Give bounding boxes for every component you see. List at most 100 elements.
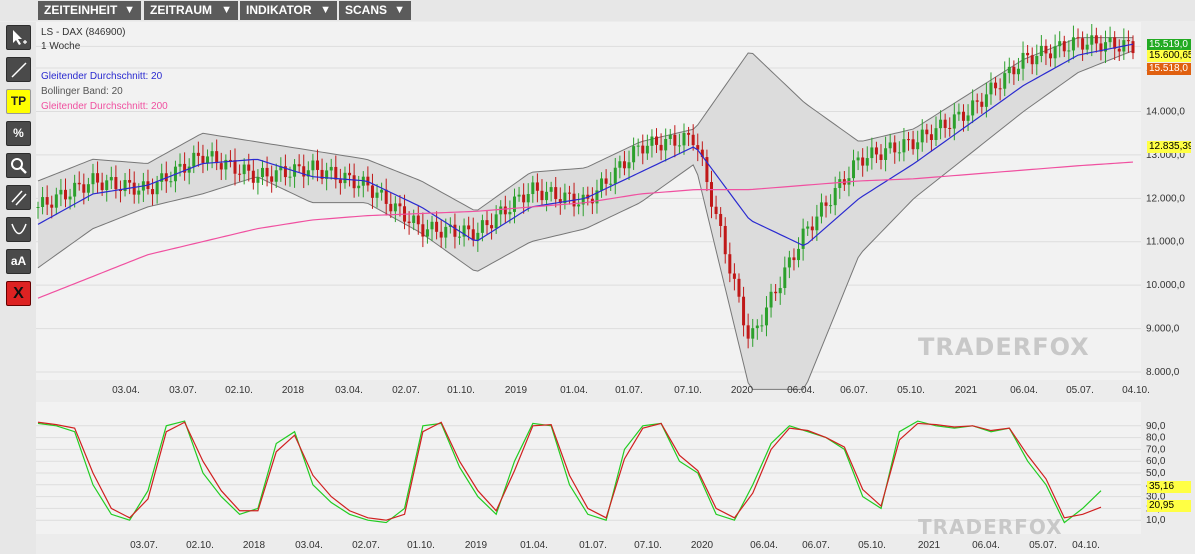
- candle-body: [797, 248, 801, 261]
- candle-body: [444, 226, 448, 238]
- candle-body: [1012, 66, 1016, 75]
- osc-tag-slow: 20,95: [1147, 500, 1191, 512]
- oscillator-time-axis: 03.07. 02.10. 2018 03.04. 02.07. 01.10. 2019 01…: [130, 540, 1100, 551]
- candle-body: [558, 199, 562, 204]
- candle-body: [82, 184, 86, 193]
- menu-label: ZEITEINHEIT: [44, 3, 118, 17]
- price-tick-label: 12.000,0: [1146, 193, 1185, 204]
- chevron-down-icon: ▼: [394, 4, 405, 16]
- trendline-tool-button[interactable]: [6, 57, 31, 82]
- candle-body: [370, 185, 374, 198]
- candle-body: [1067, 50, 1071, 52]
- candle-body: [105, 180, 109, 191]
- candle-body: [435, 221, 439, 232]
- price-tag-current: 15.600,65: [1147, 50, 1191, 62]
- candle-body: [549, 187, 553, 192]
- candle-body: [600, 178, 604, 191]
- indicator-lines: [37, 43, 1134, 299]
- osc-slow-line: [37, 421, 1102, 521]
- candle-body: [563, 192, 567, 204]
- menu-zeiteinheit[interactable]: ZEITEINHEIT ▼: [38, 1, 141, 20]
- candle-body: [398, 203, 402, 207]
- text-tool-button[interactable]: aA: [6, 249, 31, 274]
- candle-body: [274, 170, 278, 182]
- bollinger-band-fill: [38, 37, 1133, 390]
- legend-bollinger: Bollinger Band: 20: [41, 86, 123, 97]
- tp-tool-button[interactable]: TP: [6, 89, 31, 114]
- price-xtick-label: 06.07.: [840, 385, 868, 396]
- percent-tool-button[interactable]: %: [6, 121, 31, 146]
- osc-xtick-label: 04.10.: [1072, 540, 1100, 551]
- candle-body: [169, 181, 173, 183]
- candle-body: [123, 180, 127, 192]
- cursor-tool-button[interactable]: [6, 25, 31, 50]
- candle-body: [1071, 37, 1075, 51]
- candle-body: [114, 177, 118, 190]
- osc-xtick-label: 01.10.: [407, 540, 435, 551]
- candle-body: [778, 288, 782, 294]
- candle-body: [709, 182, 713, 207]
- candle-body: [609, 183, 613, 185]
- bollinger-band-area: [37, 37, 1134, 390]
- menu-label: ZEITRAUM: [150, 3, 212, 17]
- candle-body: [421, 224, 425, 237]
- osc-xtick-label: 2019: [465, 540, 488, 551]
- candle-body: [737, 278, 741, 297]
- osc-xtick-label: 01.04.: [520, 540, 548, 551]
- candle-body: [210, 151, 214, 157]
- legend-ma20: Gleitender Durchschnitt: 20: [41, 71, 163, 82]
- candle-body: [1108, 37, 1112, 43]
- candle-body: [746, 325, 750, 339]
- candle-body: [916, 142, 920, 150]
- candle-body: [618, 161, 622, 168]
- candle-body: [36, 207, 40, 208]
- menu-zeitraum[interactable]: ZEITRAUM ▼: [144, 1, 238, 20]
- ma200-line: [37, 161, 1134, 299]
- candle-body: [948, 127, 952, 129]
- osc-xtick-label: 05.07.: [1029, 540, 1057, 551]
- price-xtick-label: 2020: [731, 385, 754, 396]
- candle-body: [343, 172, 347, 184]
- candle-body: [627, 162, 631, 169]
- candle-body: [636, 145, 640, 147]
- osc-tag-fast: 35,16: [1147, 481, 1191, 493]
- candle-body: [861, 157, 865, 166]
- candle-body: [155, 181, 159, 195]
- candle-body: [751, 328, 755, 339]
- candle-body: [870, 147, 874, 159]
- price-xtick-label: 01.07.: [615, 385, 643, 396]
- candle-body: [975, 100, 979, 102]
- menu-indikator[interactable]: INDIKATOR ▼: [240, 1, 337, 20]
- price-xtick-label: 03.04.: [112, 385, 140, 396]
- arc-tool-button[interactable]: [6, 217, 31, 242]
- magnifier-icon: [10, 158, 27, 174]
- candle-body: [1099, 43, 1103, 52]
- candle-body: [567, 192, 571, 194]
- candle-body: [728, 254, 732, 274]
- candle-body: [315, 160, 319, 170]
- candle-body: [687, 132, 691, 135]
- price-xtick-label: 02.10.: [225, 385, 253, 396]
- zoom-tool-button[interactable]: [6, 153, 31, 178]
- candle-body: [311, 160, 315, 171]
- candle-body: [774, 291, 778, 294]
- candle-body: [884, 148, 888, 160]
- delete-tool-button[interactable]: X: [6, 281, 31, 306]
- candle-body: [242, 164, 246, 175]
- candle-body: [279, 166, 283, 171]
- channel-tool-button[interactable]: [6, 185, 31, 210]
- candle-body: [1053, 46, 1057, 59]
- candle-body: [792, 257, 796, 261]
- candle-body: [160, 173, 164, 182]
- candle-body: [334, 166, 338, 180]
- candle-body: [288, 176, 292, 178]
- candle-body: [742, 296, 746, 326]
- price-xtick-label: 05.10.: [897, 385, 925, 396]
- candle-body: [517, 194, 521, 197]
- menu-scans[interactable]: SCANS ▼: [339, 1, 411, 20]
- candle-body: [128, 180, 132, 183]
- chevron-down-icon: ▼: [320, 4, 331, 16]
- price-tick-label: 9.000,0: [1146, 324, 1180, 335]
- osc-xtick-label: 2021: [918, 540, 941, 551]
- candle-body: [920, 129, 924, 143]
